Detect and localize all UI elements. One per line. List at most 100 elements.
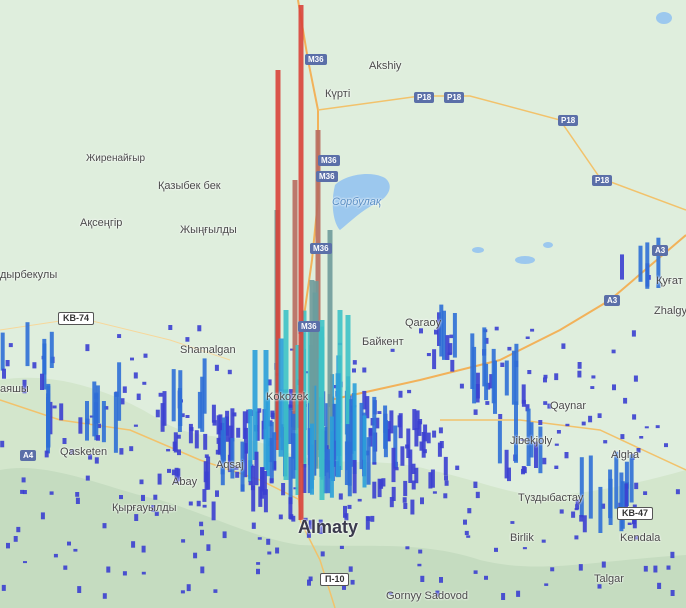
data-column bbox=[590, 386, 595, 389]
data-column bbox=[52, 405, 57, 409]
data-column bbox=[220, 435, 225, 486]
data-column bbox=[437, 442, 442, 457]
data-column bbox=[624, 483, 628, 510]
data-column bbox=[484, 363, 489, 401]
data-column bbox=[411, 480, 416, 490]
data-column bbox=[443, 493, 448, 499]
data-column bbox=[450, 359, 455, 372]
data-column bbox=[359, 402, 364, 470]
column-layer bbox=[0, 5, 680, 600]
data-column bbox=[543, 377, 547, 383]
data-column bbox=[240, 441, 245, 492]
sorbulak-lake bbox=[332, 174, 390, 230]
data-column bbox=[131, 541, 136, 548]
data-column bbox=[227, 454, 232, 473]
data-column bbox=[614, 451, 619, 509]
data-column bbox=[202, 358, 207, 414]
data-column bbox=[251, 485, 256, 512]
data-column bbox=[248, 481, 253, 486]
data-column bbox=[623, 397, 628, 404]
data-column bbox=[564, 452, 569, 459]
data-column bbox=[143, 353, 148, 358]
data-column bbox=[643, 565, 648, 572]
data-column bbox=[248, 409, 253, 483]
data-column bbox=[608, 478, 613, 525]
data-column bbox=[437, 312, 441, 346]
place-label-15: Aqsaj bbox=[216, 459, 244, 471]
place-label-25: аяшы bbox=[0, 383, 29, 395]
place-label-8: Байкент bbox=[362, 336, 404, 348]
data-column bbox=[262, 471, 267, 495]
road-shield-2: M36 bbox=[316, 171, 338, 182]
data-column bbox=[288, 456, 293, 505]
data-column bbox=[133, 372, 138, 379]
data-column bbox=[142, 381, 147, 385]
data-column bbox=[581, 421, 586, 426]
data-column bbox=[174, 467, 179, 484]
data-column bbox=[59, 403, 64, 421]
data-column bbox=[8, 343, 13, 348]
data-column bbox=[352, 368, 356, 373]
data-column bbox=[473, 570, 478, 574]
data-column bbox=[510, 521, 515, 524]
data-column bbox=[160, 403, 165, 432]
data-column bbox=[357, 498, 362, 502]
data-column bbox=[217, 438, 222, 455]
data-column bbox=[544, 583, 549, 586]
data-column bbox=[644, 426, 649, 429]
data-column bbox=[342, 583, 346, 590]
road-p18 bbox=[317, 95, 686, 211]
data-column bbox=[204, 471, 209, 490]
data-column bbox=[444, 480, 449, 486]
data-column bbox=[269, 421, 274, 483]
data-column bbox=[230, 408, 235, 442]
data-column bbox=[186, 584, 191, 592]
data-column bbox=[645, 242, 650, 289]
data-column bbox=[473, 481, 478, 488]
data-column bbox=[393, 425, 398, 469]
data-column bbox=[22, 379, 27, 394]
data-column bbox=[96, 435, 100, 441]
pond-1 bbox=[515, 256, 535, 264]
data-column bbox=[94, 457, 99, 464]
data-column bbox=[417, 421, 422, 436]
place-label-6: дырбекулы bbox=[0, 269, 58, 281]
data-column bbox=[293, 487, 298, 490]
place-label-0: Akshiy bbox=[369, 60, 402, 72]
data-column bbox=[521, 399, 526, 407]
data-column bbox=[352, 360, 357, 365]
data-column bbox=[348, 566, 353, 572]
data-column bbox=[119, 495, 123, 500]
data-column bbox=[344, 513, 349, 521]
data-column bbox=[291, 515, 296, 522]
data-column bbox=[106, 566, 111, 573]
data-column bbox=[463, 519, 467, 525]
data-column bbox=[494, 326, 499, 331]
data-column bbox=[272, 461, 277, 471]
data-column bbox=[494, 547, 498, 552]
data-column bbox=[670, 551, 675, 559]
data-column bbox=[398, 413, 403, 439]
data-column bbox=[442, 310, 446, 360]
data-column bbox=[298, 5, 304, 520]
data-column bbox=[167, 468, 171, 473]
data-column bbox=[171, 369, 176, 422]
data-column bbox=[350, 579, 355, 585]
data-column bbox=[278, 514, 283, 520]
data-column bbox=[432, 430, 437, 438]
data-column bbox=[89, 415, 94, 418]
data-column bbox=[666, 565, 671, 570]
data-column bbox=[323, 427, 328, 494]
data-column bbox=[53, 553, 58, 558]
place-label-10: Kokozek bbox=[266, 391, 309, 403]
data-column bbox=[202, 489, 207, 502]
data-column bbox=[612, 384, 616, 391]
data-column bbox=[344, 441, 349, 485]
data-column bbox=[352, 383, 357, 474]
data-column bbox=[394, 467, 399, 471]
data-column bbox=[631, 330, 636, 337]
data-column bbox=[578, 564, 583, 571]
data-column bbox=[133, 424, 138, 427]
data-column bbox=[289, 404, 294, 411]
